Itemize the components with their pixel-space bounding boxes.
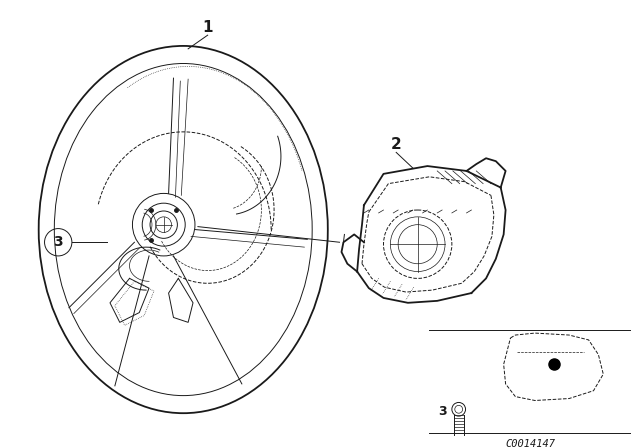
Text: 3: 3: [53, 235, 63, 249]
Text: 3: 3: [438, 405, 447, 418]
Text: 1: 1: [202, 20, 213, 35]
Text: C0014147: C0014147: [505, 439, 555, 448]
Text: 2: 2: [391, 137, 401, 152]
